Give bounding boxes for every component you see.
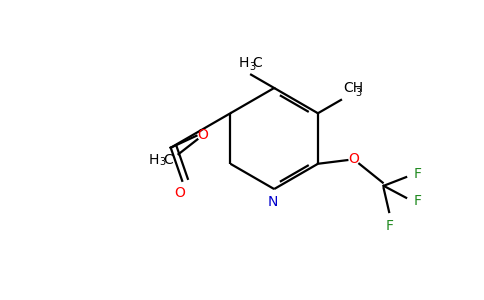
Text: F: F [385,219,393,233]
Text: 3: 3 [159,158,166,167]
Text: H: H [149,153,159,167]
Text: C: C [253,56,262,70]
Text: 3: 3 [356,88,362,98]
Text: C: C [163,153,173,167]
Text: F: F [413,167,422,181]
Text: F: F [413,194,422,208]
Text: O: O [174,186,185,200]
Text: CH: CH [343,81,363,95]
Text: H: H [239,56,249,70]
Text: N: N [268,196,278,209]
Text: O: O [197,128,208,142]
Text: O: O [348,152,359,166]
Text: 3: 3 [249,62,256,72]
